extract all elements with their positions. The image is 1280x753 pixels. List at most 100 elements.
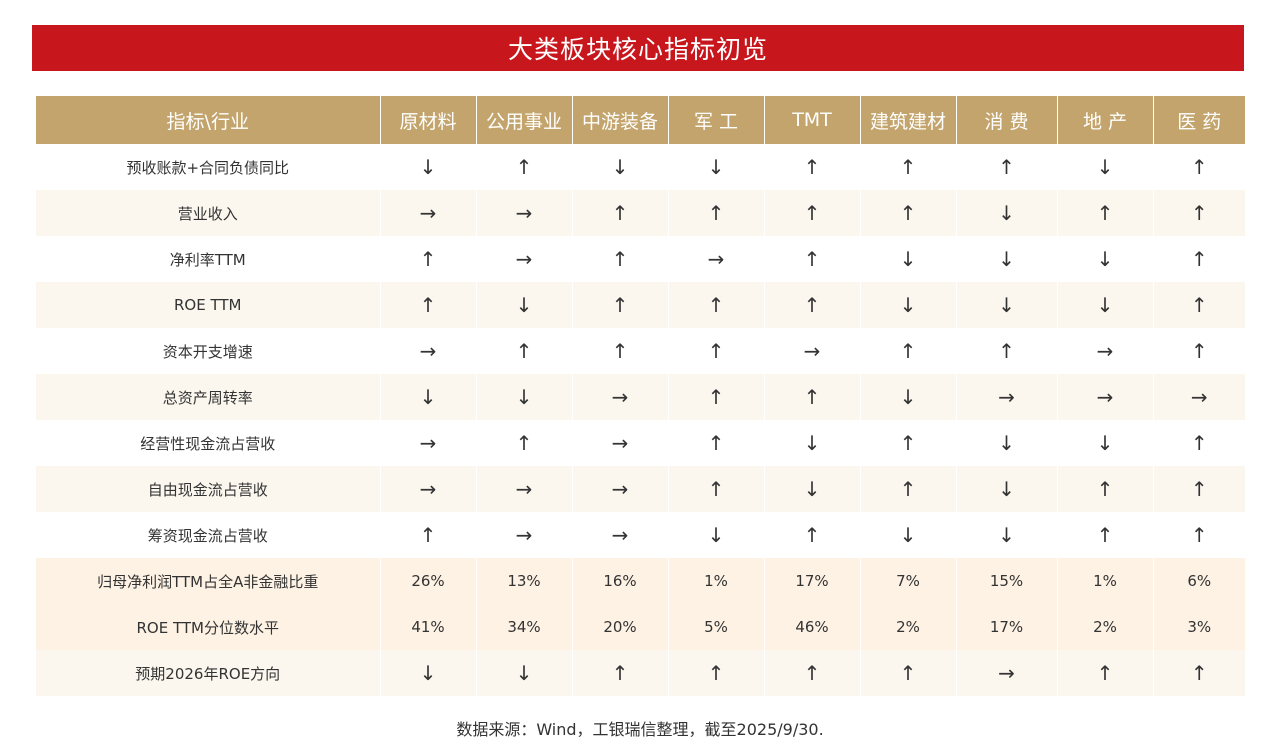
table-cell: ↓ bbox=[572, 144, 669, 190]
table-cell: ↑ bbox=[1153, 466, 1245, 512]
row-label: 营业收入 bbox=[36, 190, 381, 236]
table-cell: ↓ bbox=[956, 466, 1058, 512]
table-cell: ↑ bbox=[668, 282, 765, 328]
column-header: 军 工 bbox=[668, 96, 765, 144]
table-cell: ↓ bbox=[860, 236, 957, 282]
table-cell: → bbox=[380, 466, 477, 512]
column-header: 消 费 bbox=[956, 96, 1058, 144]
table-cell: ↑ bbox=[1153, 328, 1245, 374]
table-cell: 6% bbox=[1153, 558, 1245, 604]
table-cell: ↑ bbox=[572, 236, 669, 282]
table-row: ROE TTM ↑ ↓ ↑ ↑ ↑ ↓ ↓ ↓ ↑ bbox=[36, 282, 1245, 328]
table-cell: ↑ bbox=[668, 328, 765, 374]
table-row: 净利率TTM ↑ → ↑ → ↑ ↓ ↓ ↓ ↑ bbox=[36, 236, 1245, 282]
column-header: 医 药 bbox=[1153, 96, 1245, 144]
table-cell: ↑ bbox=[476, 328, 573, 374]
table-cell: ↓ bbox=[380, 374, 477, 420]
table-cell: ↑ bbox=[860, 190, 957, 236]
table-cell: ↓ bbox=[764, 466, 861, 512]
table-row: 经营性现金流占营收 → ↑ → ↑ ↓ ↑ ↓ ↓ ↑ bbox=[36, 420, 1245, 466]
table-cell: → bbox=[956, 374, 1058, 420]
table-cell: ↓ bbox=[380, 650, 477, 696]
table-row: 资本开支增速 → ↑ ↑ ↑ → ↑ ↑ → ↑ bbox=[36, 328, 1245, 374]
row-label: ROE TTM bbox=[36, 282, 381, 328]
table-cell: 26% bbox=[380, 558, 477, 604]
table-cell: → bbox=[572, 420, 669, 466]
table-cell: ↑ bbox=[1153, 512, 1245, 558]
table-cell: 20% bbox=[572, 604, 669, 650]
table-row: ROE TTM分位数水平 41% 34% 20% 5% 46% 2% 17% 2% 3% bbox=[36, 604, 1245, 650]
corner-header: 指标\行业 bbox=[36, 96, 381, 144]
table-cell: ↑ bbox=[764, 512, 861, 558]
table-row: 筹资现金流占营收 ↑ → → ↓ ↑ ↓ ↓ ↑ ↑ bbox=[36, 512, 1245, 558]
table-cell: ↑ bbox=[1057, 466, 1154, 512]
table-cell: ↓ bbox=[860, 282, 957, 328]
table-cell: ↑ bbox=[476, 420, 573, 466]
source-note: 数据来源：Wind，工银瑞信整理，截至2025/9/30. bbox=[456, 720, 824, 739]
table-cell: 15% bbox=[956, 558, 1058, 604]
table-cell: ↑ bbox=[1153, 650, 1245, 696]
table-cell: → bbox=[956, 650, 1058, 696]
row-label: 净利率TTM bbox=[36, 236, 381, 282]
table-cell: ↓ bbox=[380, 144, 477, 190]
table-cell: ↑ bbox=[860, 144, 957, 190]
table-cell: → bbox=[380, 190, 477, 236]
table-cell: ↑ bbox=[572, 190, 669, 236]
row-label: 经营性现金流占营收 bbox=[36, 420, 381, 466]
table-row: 自由现金流占营收 → → → ↑ ↓ ↑ ↓ ↑ ↑ bbox=[36, 466, 1245, 512]
table-cell: ↑ bbox=[668, 190, 765, 236]
table-cell: → bbox=[380, 328, 477, 374]
table-cell: → bbox=[476, 190, 573, 236]
row-label: 筹资现金流占营收 bbox=[36, 512, 381, 558]
table-cell: ↓ bbox=[956, 190, 1058, 236]
table-cell: ↓ bbox=[476, 374, 573, 420]
column-header: 原材料 bbox=[380, 96, 477, 144]
table-cell: ↑ bbox=[380, 512, 477, 558]
table-cell: ↑ bbox=[1153, 236, 1245, 282]
table-cell: ↓ bbox=[1057, 282, 1154, 328]
table-cell: ↑ bbox=[860, 466, 957, 512]
table-cell: ↑ bbox=[380, 236, 477, 282]
table-cell: → bbox=[764, 328, 861, 374]
row-label: 总资产周转率 bbox=[36, 374, 381, 420]
table-cell: ↑ bbox=[764, 144, 861, 190]
table-cell: ↓ bbox=[764, 420, 861, 466]
row-label: 预收账款+合同负债同比 bbox=[36, 144, 381, 190]
table-cell: ↓ bbox=[956, 236, 1058, 282]
table-cell: 34% bbox=[476, 604, 573, 650]
column-header: 建筑建材 bbox=[860, 96, 957, 144]
column-header: TMT bbox=[764, 96, 861, 144]
table-cell: ↑ bbox=[764, 374, 861, 420]
table-cell: 1% bbox=[668, 558, 765, 604]
table-cell: ↑ bbox=[572, 328, 669, 374]
table-cell: ↑ bbox=[1057, 512, 1154, 558]
table-cell: ↓ bbox=[1057, 236, 1154, 282]
table-cell: 46% bbox=[764, 604, 861, 650]
table-cell: ↑ bbox=[1153, 282, 1245, 328]
table-cell: ↓ bbox=[956, 420, 1058, 466]
table-cell: ↑ bbox=[860, 328, 957, 374]
table-cell: ↑ bbox=[956, 328, 1058, 374]
table-row: 预期2026年ROE方向 ↓ ↓ ↑ ↑ ↑ ↑ → ↑ ↑ bbox=[36, 650, 1245, 696]
table-cell: ↓ bbox=[476, 650, 573, 696]
row-label: 预期2026年ROE方向 bbox=[36, 650, 381, 696]
table-cell: ↓ bbox=[956, 282, 1058, 328]
table-cell: → bbox=[380, 420, 477, 466]
table-cell: ↑ bbox=[1057, 650, 1154, 696]
table-cell: 7% bbox=[860, 558, 957, 604]
table-cell: → bbox=[572, 512, 669, 558]
row-label: 归母净利润TTM占全A非金融比重 bbox=[36, 558, 381, 604]
table-cell: ↑ bbox=[1153, 190, 1245, 236]
table-row: 归母净利润TTM占全A非金融比重 26% 13% 16% 1% 17% 7% 15% 1% 6% bbox=[36, 558, 1245, 604]
table-cell: 16% bbox=[572, 558, 669, 604]
table-cell: 17% bbox=[764, 558, 861, 604]
table-cell: ↑ bbox=[668, 650, 765, 696]
row-label: ROE TTM分位数水平 bbox=[36, 604, 381, 650]
table-cell: ↑ bbox=[764, 282, 861, 328]
column-header: 公用事业 bbox=[476, 96, 573, 144]
table-cell: ↑ bbox=[860, 650, 957, 696]
table-cell: 3% bbox=[1153, 604, 1245, 650]
table-cell: → bbox=[1057, 374, 1154, 420]
table-cell: → bbox=[572, 374, 669, 420]
table-cell: → bbox=[1153, 374, 1245, 420]
